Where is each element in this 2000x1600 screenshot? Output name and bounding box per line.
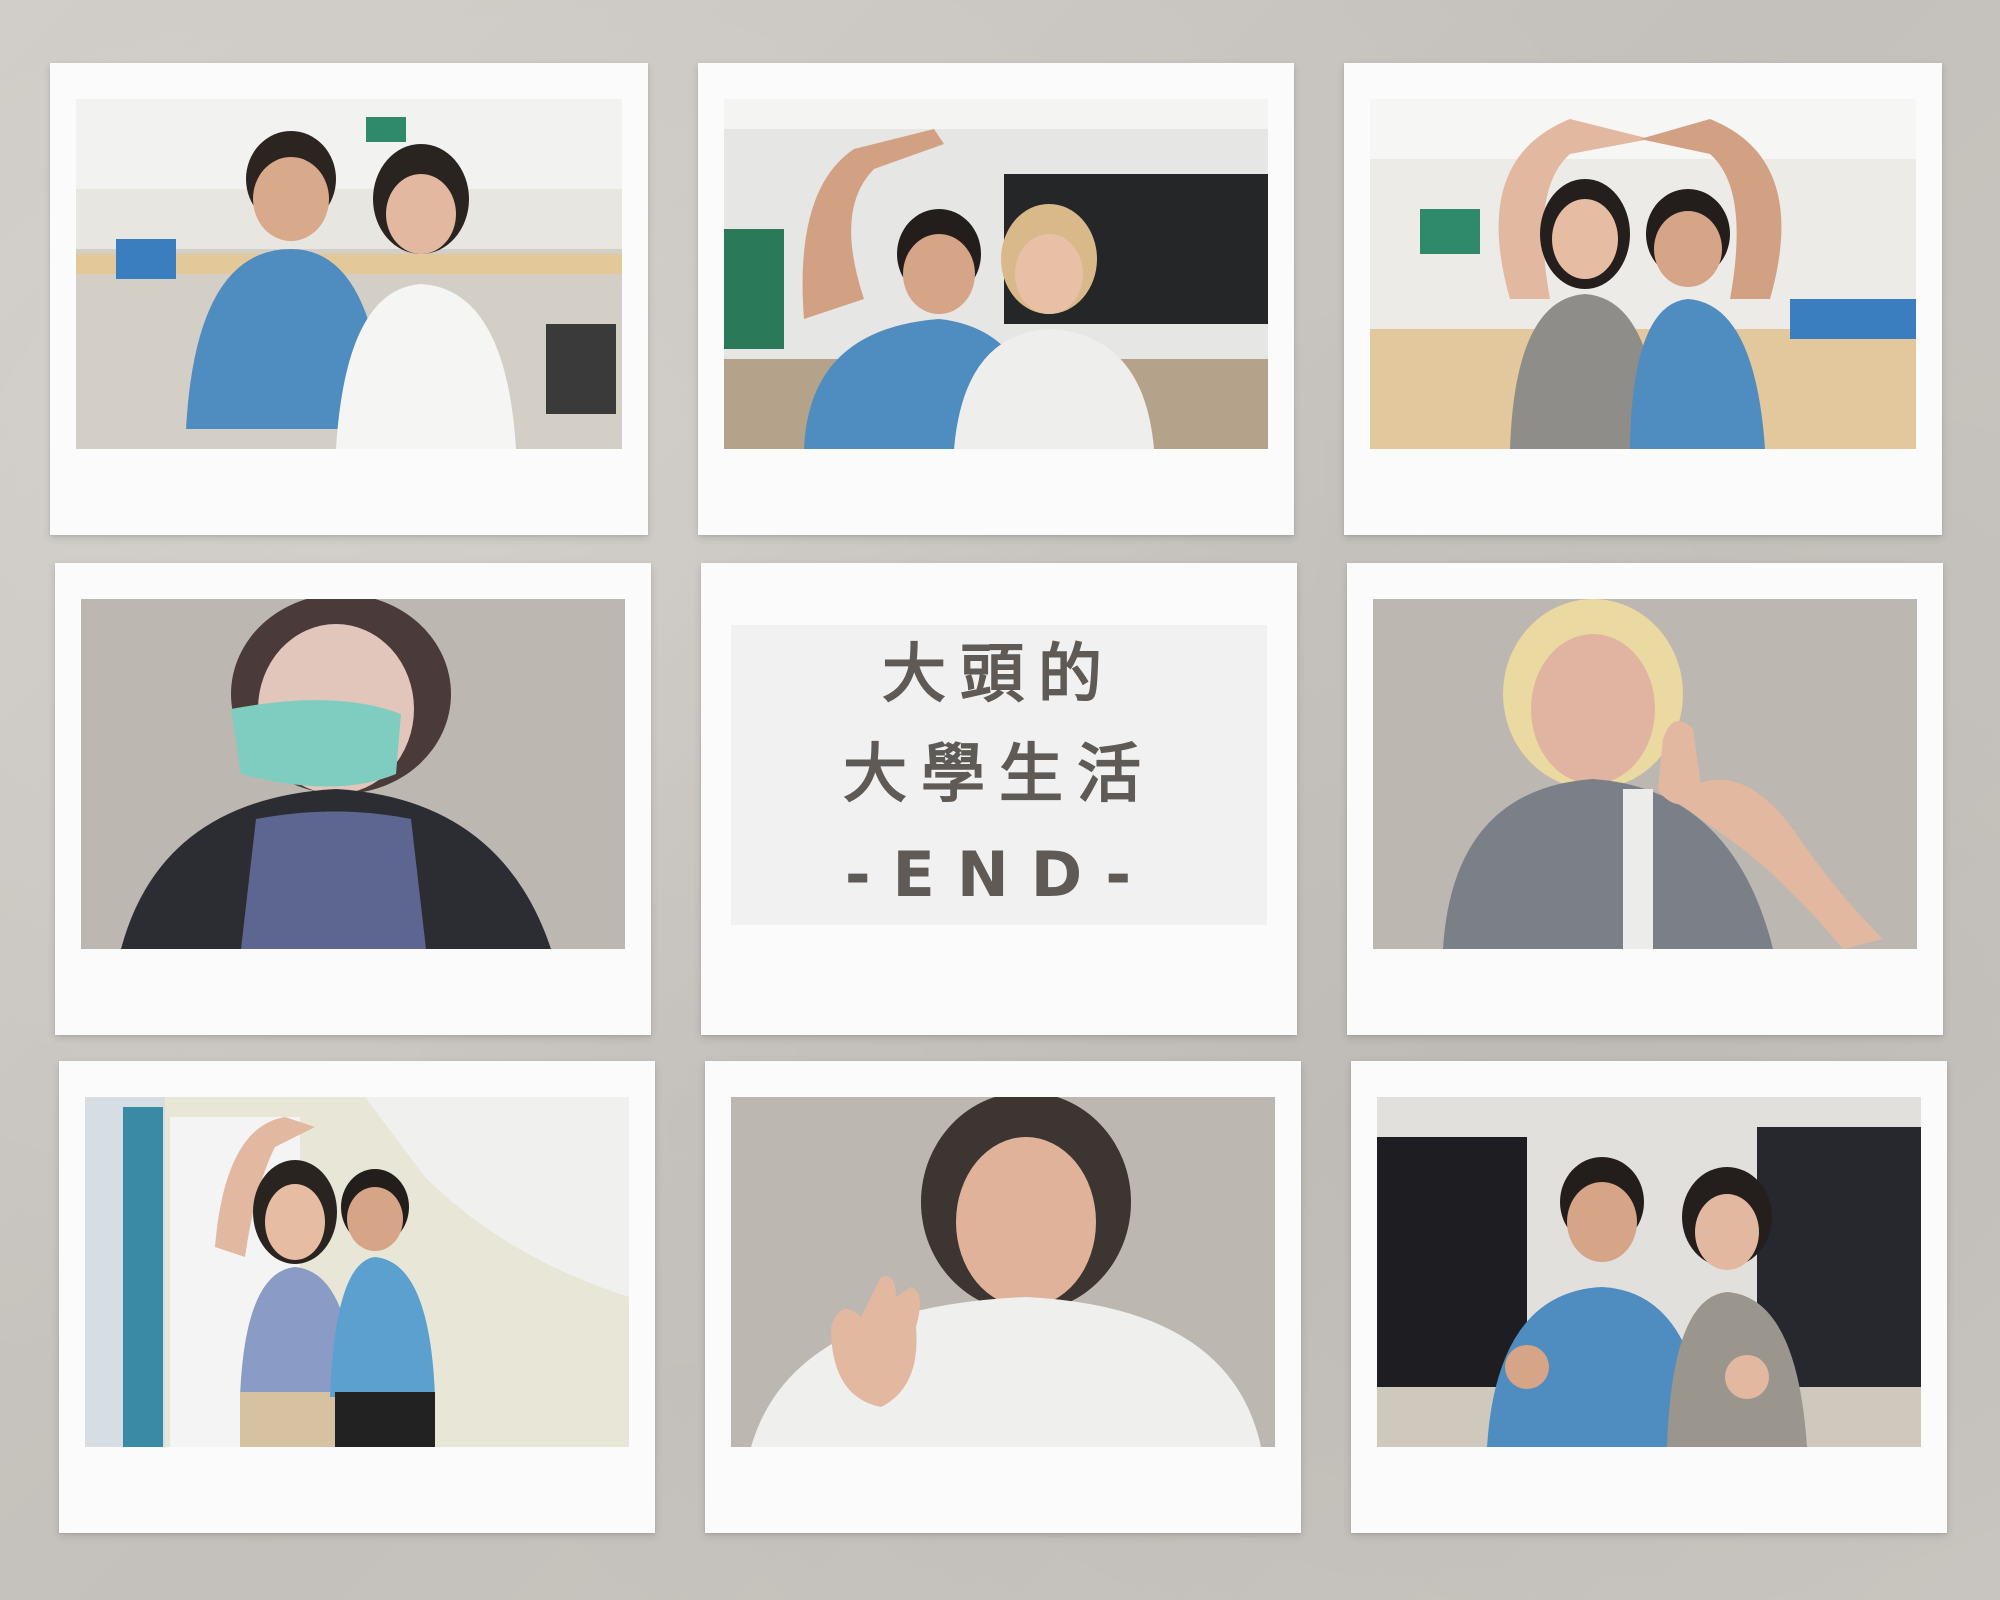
polaroid-1 [50, 63, 648, 535]
photo-masked-portrait [81, 599, 625, 949]
polaroid-3 [1344, 63, 1942, 535]
photo-heart-arms-pair [724, 99, 1268, 449]
polaroid-6 [59, 1061, 655, 1533]
photo-classroom-pair [76, 99, 622, 449]
polaroid-7 [705, 1061, 1301, 1533]
photo-big-heart-pair [1370, 99, 1916, 449]
title-line-2: 大學生活 [843, 738, 1155, 812]
title-end: -END- [844, 838, 1154, 911]
title-line-1: 大頭的 [882, 638, 1116, 712]
photo-finger-heart-pair [1377, 1097, 1921, 1447]
polaroid-8 [1351, 1061, 1947, 1533]
polaroid-4 [55, 563, 651, 1035]
title-card: 大頭的 大學生活 -END- [731, 625, 1267, 925]
polaroid-title: 大頭的 大學生活 -END- [701, 563, 1297, 1035]
polaroid-2 [698, 63, 1294, 535]
photo-hallway-heart-pair [85, 1097, 629, 1447]
photo-thumbs-up-portrait [1373, 599, 1917, 949]
polaroid-5 [1347, 563, 1943, 1035]
photo-waving-portrait [731, 1097, 1275, 1447]
